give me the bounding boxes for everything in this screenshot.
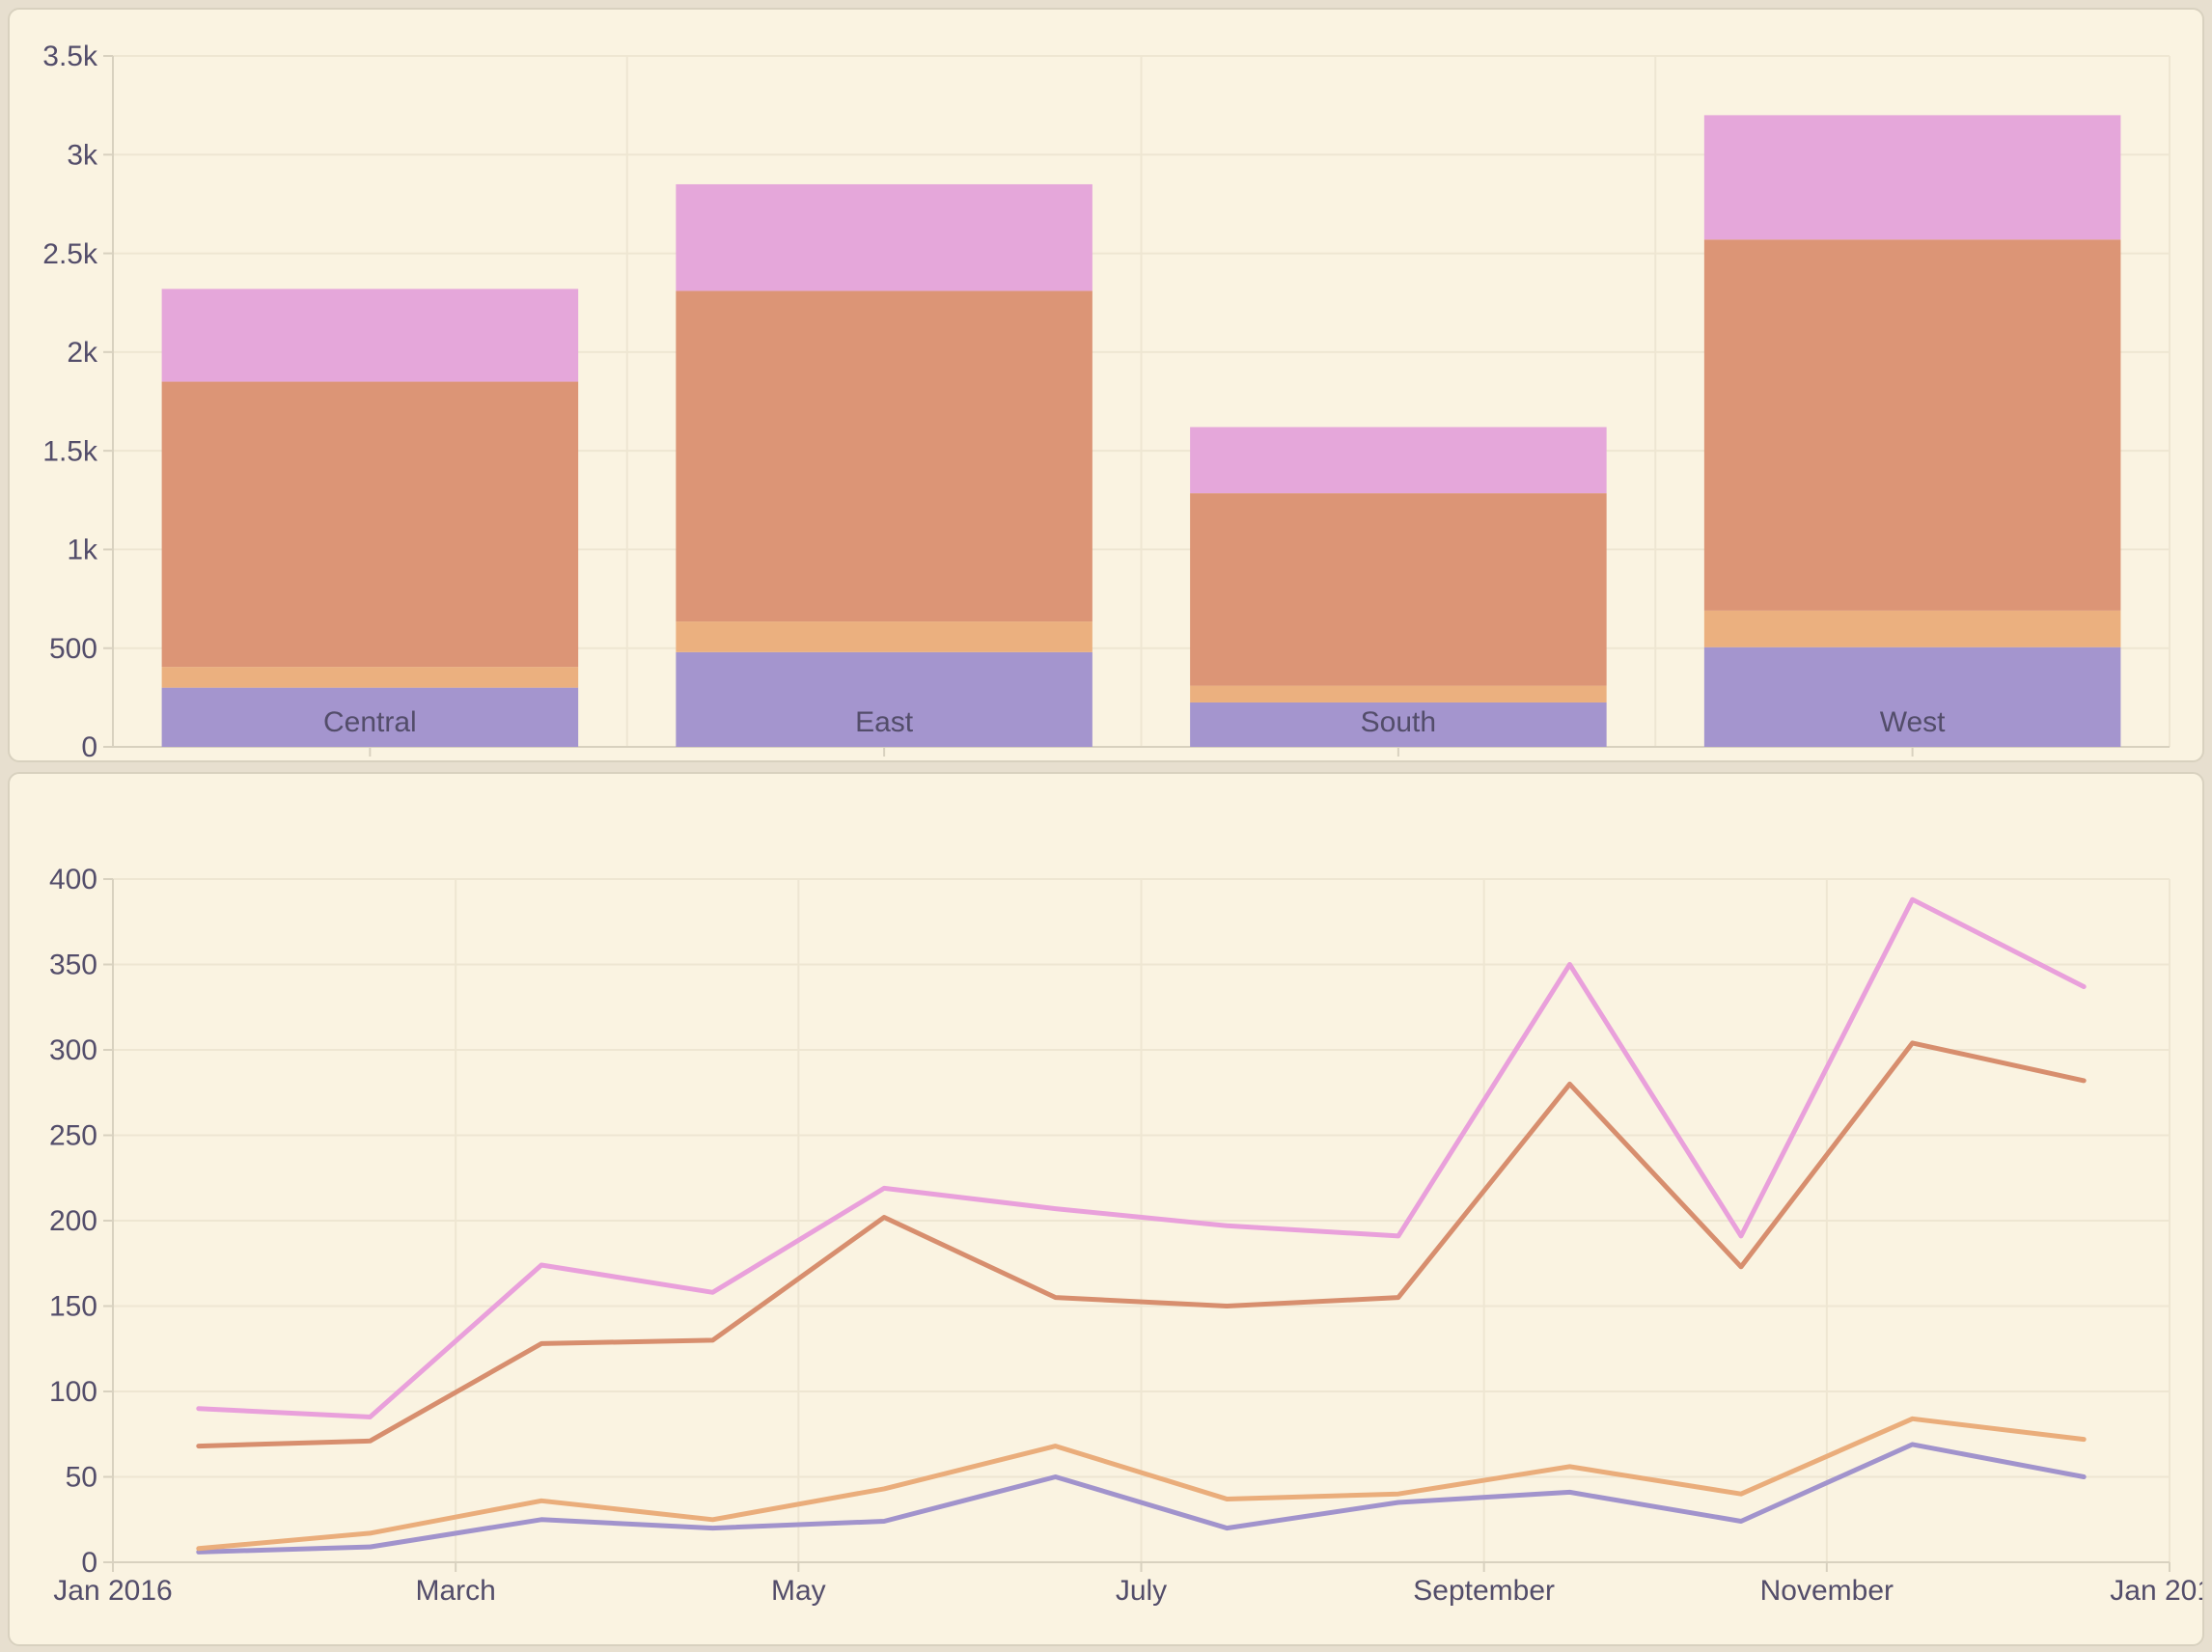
bar-segment-pink-segment[interactable] — [161, 289, 579, 382]
bar-y-tick-label: 500 — [49, 633, 97, 665]
bar-category-label: South — [1361, 706, 1436, 738]
stacked-bar-chart-canvas[interactable]: 0 500 1k 1.5k 2k 2.5k 3k 3.5k Central East South We… — [10, 10, 2202, 760]
line-x-tick-label: May — [771, 1575, 826, 1607]
bar-segment-peach-segment[interactable] — [676, 621, 1092, 652]
line-chart-card: 0 50 100 150 200 250 300 350 400 Jan 2016 March May… — [8, 772, 2204, 1646]
bar-category-label: West — [1880, 706, 1946, 738]
line-x-tick-label: July — [1116, 1575, 1167, 1607]
bar-segment-pink-segment[interactable] — [1190, 427, 1607, 494]
bar-y-tick-label: 0 — [81, 731, 97, 760]
line-y-tick-label: 100 — [49, 1376, 97, 1408]
series-peach-line[interactable] — [196, 1416, 2087, 1552]
bar-chart-card: 0 500 1k 1.5k 2k 2.5k 3k 3.5k Central East South We… — [8, 8, 2204, 762]
line-y-tick-label: 50 — [66, 1462, 97, 1494]
line-y-tick-label: 200 — [49, 1205, 97, 1237]
bar-segment-pink-segment[interactable] — [1703, 115, 2121, 240]
line-chart-canvas[interactable]: 0 50 100 150 200 250 300 350 400 Jan 2016 March May… — [10, 774, 2202, 1644]
bar-segment-purple-segment[interactable] — [161, 687, 579, 747]
bar-segment-salmon-segment[interactable] — [1190, 493, 1607, 686]
bar-y-tick-label: 2k — [67, 337, 98, 369]
series-salmon-line[interactable] — [196, 1040, 2087, 1449]
line-x-tick-label: Jan 2017 — [2110, 1575, 2202, 1607]
bar-segment-peach-segment[interactable] — [1190, 685, 1607, 702]
bar-category-label: East — [855, 706, 914, 738]
bar-y-tick-label: 1k — [67, 535, 98, 566]
line-x-tick-label: September — [1413, 1575, 1555, 1607]
line-y-tick-label: 400 — [49, 864, 97, 895]
bar-y-tick-label: 2.5k — [42, 238, 98, 270]
bar-segment-peach-segment[interactable] — [1703, 610, 2121, 647]
bar-segment-pink-segment[interactable] — [676, 183, 1092, 291]
line-y-tick-label: 300 — [49, 1034, 97, 1066]
bar-segment-salmon-segment[interactable] — [1703, 239, 2121, 611]
line-y-tick-label: 0 — [81, 1547, 97, 1579]
bar-segment-peach-segment[interactable] — [161, 667, 579, 688]
bar-y-tick-label: 3.5k — [42, 41, 98, 72]
bar-category-label: Central — [323, 706, 417, 738]
bar-segment-purple-segment[interactable] — [1190, 702, 1607, 747]
line-y-tick-label: 250 — [49, 1120, 97, 1152]
bar-y-tick-label: 1.5k — [42, 435, 98, 467]
bar-segment-purple-segment[interactable] — [1703, 647, 2121, 747]
bar-y-tick-label: 3k — [67, 139, 98, 171]
line-x-tick-label: November — [1760, 1575, 1894, 1607]
line-y-tick-label: 350 — [49, 950, 97, 981]
bar-segment-salmon-segment[interactable] — [676, 290, 1092, 622]
series-pink-line[interactable] — [196, 896, 2087, 1419]
series-purple-line[interactable] — [196, 1442, 2087, 1555]
bar-segment-salmon-segment[interactable] — [161, 381, 579, 668]
line-y-tick-label: 150 — [49, 1291, 97, 1323]
line-x-tick-label: Jan 2016 — [53, 1575, 172, 1607]
bar-segment-purple-segment[interactable] — [676, 651, 1092, 747]
line-x-tick-label: March — [415, 1575, 495, 1607]
